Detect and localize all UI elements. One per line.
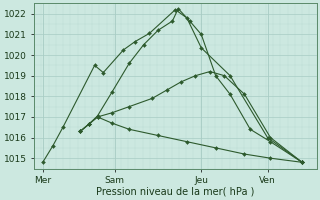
X-axis label: Pression niveau de la mer( hPa ): Pression niveau de la mer( hPa ) [96,187,254,197]
